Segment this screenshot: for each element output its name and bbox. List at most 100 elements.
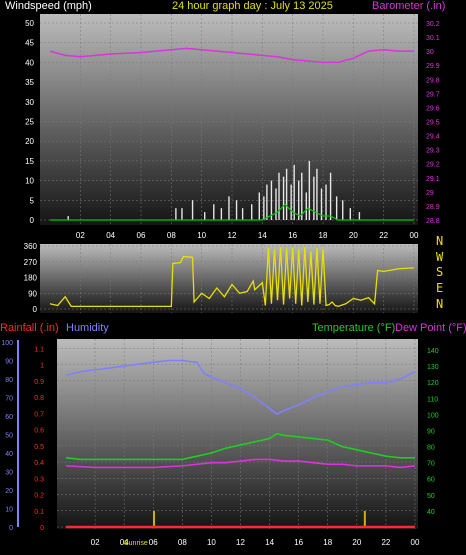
- gust-line: [50, 203, 414, 221]
- windspeed-tick-label: 5: [30, 196, 35, 205]
- humidity-tick-label: 90: [5, 359, 13, 366]
- barometer-tick-label: 29.2: [426, 162, 440, 169]
- dewpoint-axis-title: Dew Point (°F): [395, 322, 466, 334]
- direction-axis: 0 90 180 270 360: [24, 242, 38, 314]
- wind-x-tick-label: 04: [106, 231, 115, 240]
- humidity-axis-title: Humidity: [66, 322, 109, 334]
- lower-x-tick-label: 04: [120, 538, 129, 547]
- compass-letter: N: [436, 297, 443, 311]
- lower-x-tick-label: 20: [352, 538, 361, 547]
- direction-tick-label: 360: [24, 242, 38, 251]
- lower-x-tick-label: 08: [178, 538, 187, 547]
- direction-tick-label: 0: [33, 305, 38, 314]
- rainfall-tick-label: 1: [40, 363, 44, 370]
- lower-panel-series: [65, 359, 416, 529]
- barometer-tick-label: 30.1: [426, 35, 440, 42]
- humidity-axis: 0 10 20 30 40 50 60 70 80 90 100: [1, 340, 19, 532]
- windspeed-tick-label: 0: [30, 216, 35, 225]
- temperature-tick-label: 120: [427, 380, 439, 387]
- dew-point-line: [65, 458, 416, 469]
- wind-x-tick-label: 22: [379, 231, 388, 240]
- temperature-axis-title: Temperature (°F): [312, 322, 395, 334]
- windspeed-tick-label: 35: [25, 78, 34, 87]
- wind-panel-x-axis: 02 04 06 08 10 12 14 16 18 20 22 00: [76, 231, 419, 240]
- lower-x-tick-label: 06: [149, 538, 158, 547]
- lower-x-tick-label: 00: [411, 538, 420, 547]
- gust-series: [50, 203, 414, 221]
- rainfall-axis: 0 0.1 0.2 0.3 0.4 0.5 0.6 0.7 0.8 0.9 1 1.1: [34, 346, 44, 532]
- wind-x-tick-label: 20: [349, 231, 358, 240]
- barometer-tick-label: 28.9: [426, 204, 440, 211]
- compass-letter: W: [436, 250, 444, 264]
- barometer-tick-label: 30.2: [426, 21, 440, 28]
- barometer-tick-label: 29.3: [426, 148, 440, 155]
- windspeed-tick-label: 10: [25, 177, 34, 186]
- wind-x-tick-label: 10: [197, 231, 206, 240]
- temperature-tick-label: 40: [427, 509, 435, 516]
- barometer-tick-label: 29.7: [426, 91, 440, 98]
- temperature-tick-label: 80: [427, 445, 435, 452]
- compass-letter: E: [436, 281, 443, 295]
- temperature-line: [65, 432, 415, 461]
- humidity-line: [65, 359, 416, 416]
- temperature-tick-label: 140: [427, 348, 439, 355]
- barometer-tick-label: 29.1: [426, 176, 440, 183]
- barometer-tick-label: 29.4: [426, 134, 440, 141]
- barometer-tick-label: 29.9: [426, 63, 440, 70]
- rainfall-tick-label: 0.4: [34, 460, 44, 467]
- wind-x-tick-label: 14: [258, 231, 267, 240]
- direction-tick-label: 270: [24, 258, 38, 267]
- temperature-tick-label: 110: [427, 396, 438, 403]
- windspeed-tick-label: 15: [25, 157, 34, 166]
- temperature-tick-label: 130: [427, 364, 439, 371]
- humidity-tick-label: 40: [5, 451, 13, 458]
- rainfall-tick-label: 0.5: [34, 444, 44, 451]
- windspeed-axis: 0 5 10 15 20 25 30 35 40 45 50: [25, 19, 34, 225]
- barometer-tick-label: 28.8: [426, 218, 440, 225]
- windspeed-tick-label: 45: [25, 39, 34, 48]
- barometer-axis: 28.8 28.9 29 29.1 29.2 29.3 29.4 29.5 29.6 29.7 29…: [426, 21, 440, 225]
- rainfall-tick-label: 0.1: [34, 509, 44, 516]
- barometer-series: [49, 47, 414, 64]
- windspeed-series: [67, 160, 361, 220]
- compass-letter: N: [436, 234, 443, 248]
- lower-x-tick-label: 02: [91, 538, 100, 547]
- barometer-tick-label: 29.5: [426, 120, 440, 127]
- sun-markers: [152, 511, 366, 527]
- windspeed-tick-label: 25: [25, 118, 34, 127]
- windspeed-tick-label: 20: [25, 137, 34, 146]
- wind-x-tick-label: 06: [137, 231, 146, 240]
- direction-line: [49, 246, 415, 308]
- temperature-tick-label: 90: [427, 428, 435, 435]
- temperature-tick-label: 100: [427, 412, 439, 419]
- direction-tick-label: 90: [28, 289, 37, 298]
- rainfall-tick-label: 0.8: [34, 395, 44, 402]
- rainfall-tick-label: 0.3: [34, 476, 44, 483]
- wind-x-tick-label: 16: [288, 231, 297, 240]
- wind-x-tick-label: 12: [228, 231, 237, 240]
- windspeed-tick-label: 50: [25, 19, 34, 28]
- humidity-tick-label: 20: [5, 488, 13, 495]
- graph-title: 24 hour graph day : July 13 2025: [172, 0, 333, 12]
- humidity-tick-label: 50: [5, 433, 13, 440]
- humidity-tick-label: 100: [1, 340, 13, 347]
- lower-panel-grid: [57, 339, 418, 529]
- wind-x-tick-label: 02: [76, 231, 85, 240]
- temperature-tick-label: 50: [427, 493, 435, 500]
- rainfall-tick-label: 0.6: [34, 428, 44, 435]
- direction-series: [49, 246, 415, 308]
- windspeed-tick-label: 30: [25, 98, 34, 107]
- wind-panel-background: [40, 14, 418, 225]
- windspeed-axis-title: Windspeed (mph): [5, 0, 92, 12]
- rainfall-tick-label: 1.1: [34, 346, 44, 353]
- sunrise-label: Sunrise: [124, 540, 148, 547]
- humidity-tick-label: 70: [5, 396, 13, 403]
- rainfall-tick-label: 0.7: [34, 411, 44, 418]
- barometer-tick-label: 29.6: [426, 105, 440, 112]
- direction-tick-label: 180: [24, 274, 38, 283]
- compass-letter: S: [436, 265, 443, 279]
- barometer-tick-label: 29: [426, 190, 434, 197]
